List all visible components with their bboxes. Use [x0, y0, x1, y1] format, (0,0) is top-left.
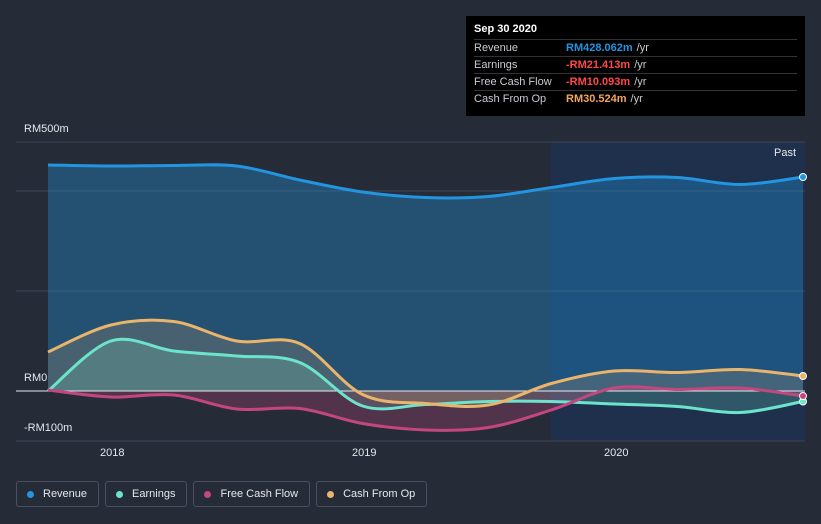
- tooltip-value: -RM10.093m: [566, 76, 631, 88]
- y-tick-label: -RM100m: [24, 422, 73, 434]
- tooltip-label: Cash From Op: [474, 93, 547, 105]
- tooltip-row: Free Cash Flow -RM10.093m /yr: [474, 73, 797, 90]
- tooltip-row: Revenue RM428.062m /yr: [474, 39, 797, 56]
- revenue-area: [48, 164, 803, 391]
- tooltip-value: RM428.062m: [566, 42, 633, 54]
- tooltip-row: Cash From Op RM30.524m /yr: [474, 90, 797, 107]
- legend: Revenue Earnings Free Cash Flow Cash Fro…: [16, 481, 428, 507]
- tooltip-unit: /yr: [634, 76, 647, 88]
- revenue-endpoint: [799, 173, 807, 181]
- tooltip-date: Sep 30 2020: [474, 23, 537, 35]
- free-cash-flow-area: [48, 386, 803, 431]
- legend-label: Free Cash Flow: [220, 488, 299, 500]
- past-label: Past: [774, 147, 797, 159]
- earnings-area: [48, 339, 803, 413]
- free-cash-flow-endpoint: [799, 392, 807, 400]
- y-tick-label: RM500m: [24, 123, 69, 135]
- y-tick-label: RM0: [24, 372, 48, 384]
- revenue-dot-icon: [27, 490, 34, 498]
- earnings-dot-icon: [116, 490, 124, 498]
- x-tick-label: 2018: [100, 447, 125, 459]
- tooltip-label: Earnings: [474, 59, 518, 71]
- free-cash-flow-line: [47, 385, 804, 432]
- legend-label: Revenue: [43, 488, 88, 500]
- revenue-line: [47, 163, 804, 200]
- tooltip: Sep 30 2020 Revenue RM428.062m /yr Earni…: [466, 16, 805, 116]
- cash-from-op-endpoint: [799, 372, 807, 380]
- legend-item-earnings[interactable]: Earnings: [105, 481, 188, 507]
- legend-item-revenue[interactable]: Revenue: [16, 481, 100, 507]
- x-tick-label: 2020: [604, 447, 629, 459]
- tooltip-value: -RM21.413m: [566, 59, 631, 71]
- cash-from-op-dot-icon: [327, 490, 335, 498]
- x-tick-label: 2019: [352, 447, 377, 459]
- legend-label: Earnings: [132, 488, 176, 500]
- legend-item-free-cash-flow[interactable]: Free Cash Flow: [193, 481, 311, 507]
- tooltip-unit: /yr: [634, 59, 647, 71]
- tooltip-value: RM30.524m: [566, 93, 627, 105]
- legend-label: Cash From Op: [343, 488, 416, 500]
- tooltip-label: Free Cash Flow: [474, 76, 552, 88]
- tooltip-label: Revenue: [474, 42, 519, 54]
- free-cash-flow-dot-icon: [204, 490, 212, 498]
- tooltip-unit: /yr: [636, 42, 649, 54]
- earnings-line: [47, 337, 804, 415]
- tooltip-row: Earnings -RM21.413m /yr: [474, 56, 797, 73]
- legend-item-cash-from-op[interactable]: Cash From Op: [316, 481, 428, 507]
- cash-from-op-line: [47, 318, 804, 408]
- tooltip-unit: /yr: [630, 93, 643, 105]
